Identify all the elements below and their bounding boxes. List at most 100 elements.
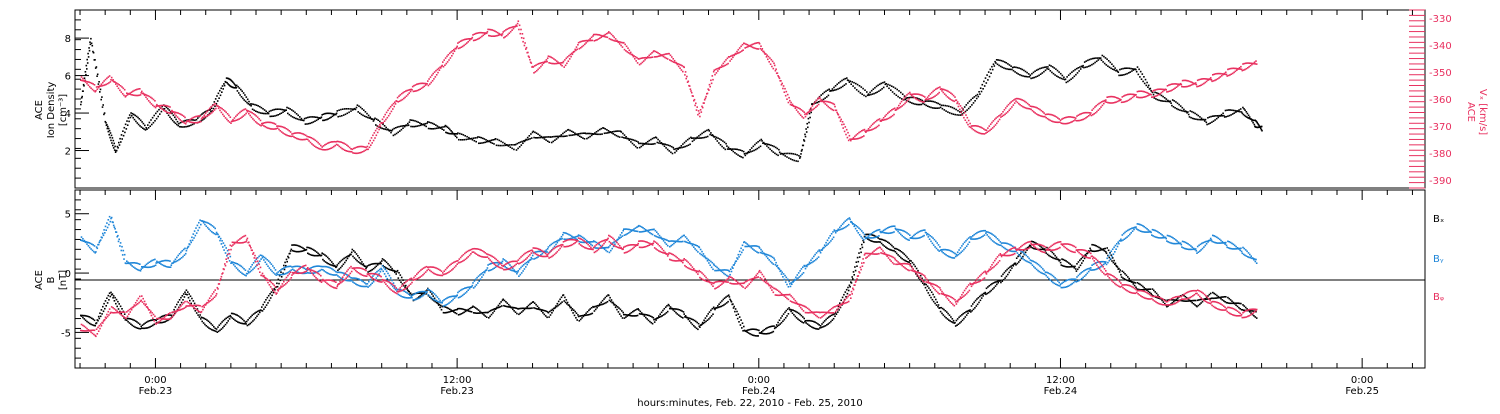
density-point-red [275,128,277,130]
field-point-black [193,300,195,302]
field-point-black [206,325,208,327]
field-point-black [203,322,205,324]
field-point-black [387,268,389,270]
density-point-black [260,112,262,114]
density-point-black [1110,68,1112,70]
density-point-red [1246,68,1248,70]
density-point-black [435,124,437,126]
field-point-black [993,287,995,289]
density-point-red [997,116,999,118]
density-point-black [983,81,985,83]
density-point-red [195,116,197,118]
field-point-black [456,313,458,315]
density-point-red [299,132,301,134]
density-point-black [1238,109,1240,111]
field-point-black [798,313,800,315]
density-point-black [93,52,95,54]
field-point-black [487,312,489,314]
density-point-black [1222,115,1224,117]
density-point-black [897,96,899,98]
field-point-black [949,320,951,322]
density-point-red [546,59,548,61]
density-point-black [808,122,810,124]
density-point-black [933,101,935,103]
field-point-black [182,299,184,301]
field-point-black [690,322,692,324]
density-point-red [1255,60,1257,62]
density-point-black [515,144,517,146]
field-point-black [105,305,107,307]
density-point-red [369,140,371,142]
density-point-black [664,145,666,147]
density-point-red [1130,93,1132,95]
field-point-black [353,250,355,252]
density-point-red [275,123,277,125]
density-point-black [630,141,632,143]
field-point-black [802,316,804,318]
field-point-black [879,238,881,240]
density-point-black [303,120,305,122]
density-point-red [1031,106,1033,108]
field-point-black [616,309,618,311]
density-point-black [631,139,633,141]
density-point-black [317,119,319,121]
density-point-red [489,35,491,37]
density-point-red [209,108,211,110]
density-point-red [174,113,176,115]
density-point-black [185,126,187,128]
field-point-black [500,301,502,303]
density-point-black [340,109,342,111]
field-point-black [328,263,330,265]
density-point-red [1181,84,1183,86]
density-point-red [663,56,665,58]
density-point-black [704,137,706,139]
density-point-red [917,99,919,101]
density-point-black [385,129,387,131]
density-point-red [542,64,544,66]
field-point-black [256,315,258,317]
density-point-black [756,142,758,144]
density-point-red [391,111,393,113]
field-point-black [344,262,346,264]
density-point-red [476,39,478,41]
density-point-red [1167,85,1169,87]
density-point-red [304,139,306,141]
density-point-red [277,127,279,129]
density-point-red [752,47,754,49]
field-point-black [764,329,766,331]
density-point-black [597,134,599,136]
density-panel-frame [75,10,1425,188]
density-point-red [565,65,567,67]
density-point-red [1015,100,1017,102]
density-point-red [877,126,879,128]
density-point-black [766,145,768,147]
density-point-black [1105,57,1107,59]
field-point-black [410,292,412,294]
field-point-black [944,316,946,318]
density-point-black [323,120,325,122]
density-point-red [1100,106,1102,108]
density-point-black [710,132,712,134]
field-point-black [1050,256,1052,258]
density-point-red [699,113,701,115]
field-point-black [920,275,922,277]
density-point-black [402,127,404,129]
density-point-black [1093,63,1095,65]
field-point-black [932,299,934,301]
density-point-black [344,108,346,110]
field-point-black [669,308,671,310]
field-point-black [370,270,372,272]
density-point-red [611,34,613,36]
density-point-black [1022,69,1024,71]
density-point-red [305,135,307,137]
density-point-red [812,105,814,107]
density-point-red [664,54,666,56]
field-point-black [913,264,915,266]
density-point-black [1104,63,1106,65]
density-point-black [484,138,486,140]
density-point-red [1248,66,1250,68]
density-point-red [110,81,112,83]
density-point-black [311,122,313,124]
density-point-black [159,113,161,115]
density-point-black [1131,70,1133,72]
